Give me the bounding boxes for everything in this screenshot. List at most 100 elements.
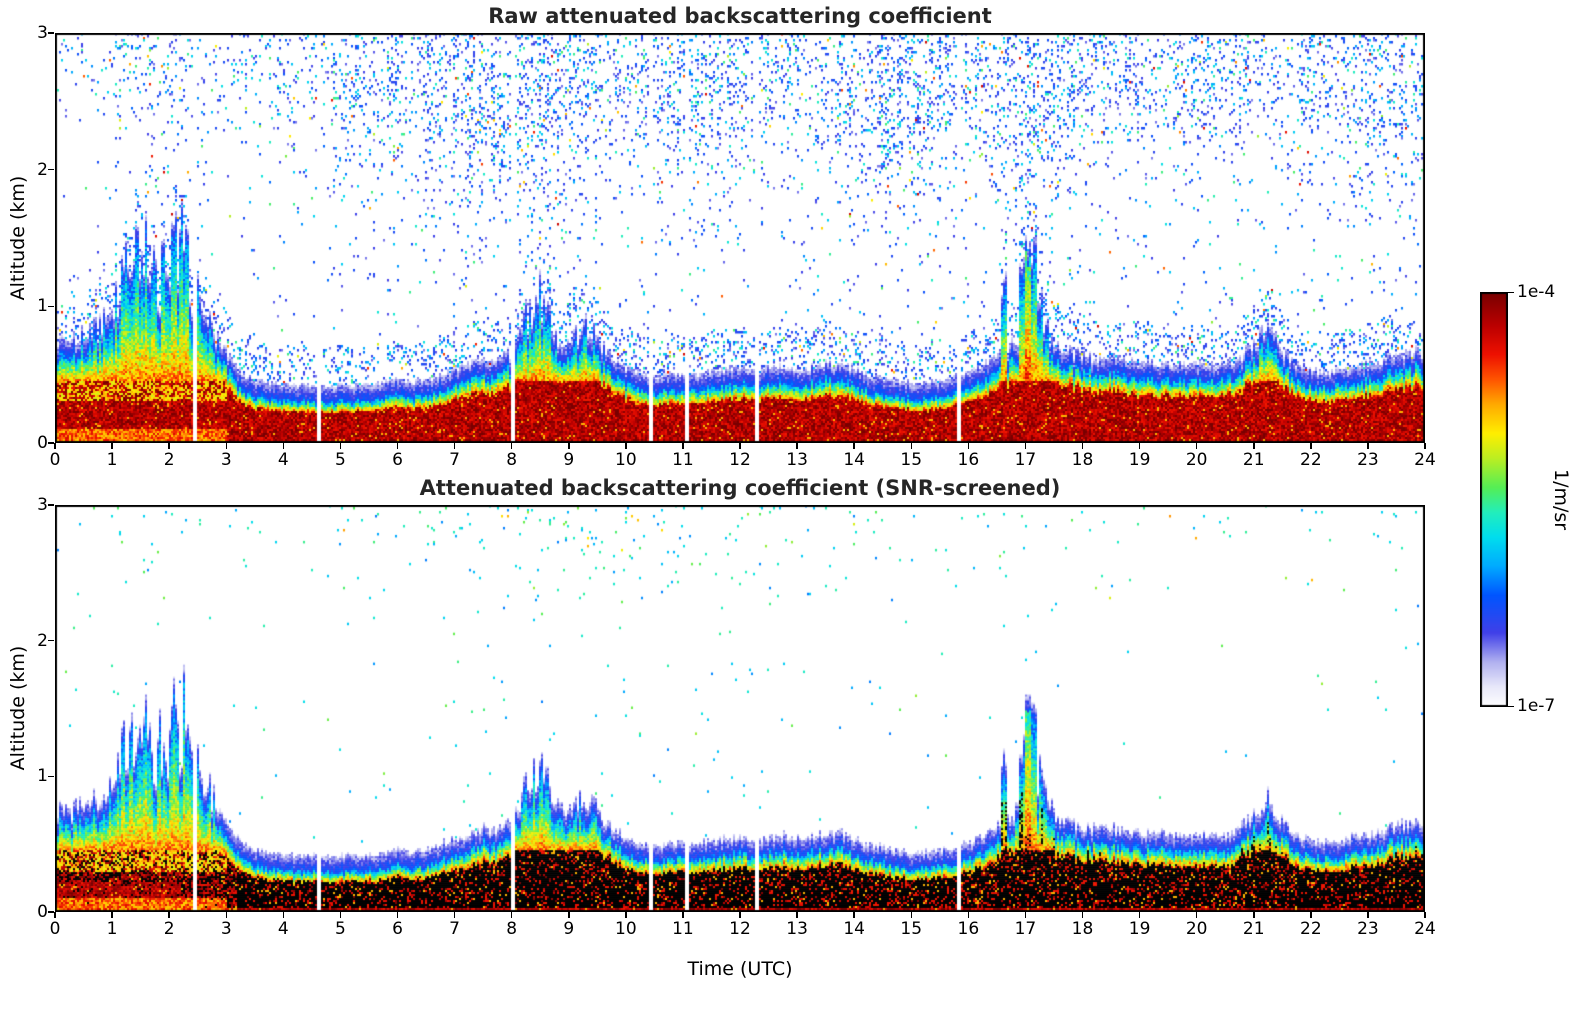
x-tick	[1138, 443, 1141, 449]
x-tick	[1195, 912, 1198, 918]
x-tick-label: 6	[392, 450, 403, 470]
y-tick-label: 0	[37, 433, 48, 453]
x-tick-label: 1	[106, 450, 118, 470]
x-tick-label: 19	[1128, 919, 1151, 939]
x-tick	[225, 912, 227, 918]
x-tick-label: 23	[1357, 919, 1379, 939]
x-tick	[1424, 443, 1426, 449]
x-tick-label: 8	[506, 450, 518, 470]
x-tick-label: 21	[1242, 450, 1265, 470]
x-tick-label: 20	[1185, 450, 1208, 470]
y-tick	[48, 32, 54, 34]
panel2-title: Attenuated backscattering coefficient (S…	[419, 476, 1061, 500]
x-tick	[910, 912, 912, 918]
x-tick-label: 11	[672, 919, 694, 939]
colorbar-min-label: 1e-7	[1517, 696, 1556, 716]
panel1-title: Raw attenuated backscattering coefficien…	[488, 4, 992, 28]
x-tick-label: 16	[957, 450, 980, 470]
x-tick-label: 6	[392, 919, 403, 939]
x-tick	[339, 912, 342, 918]
x-tick-label: 5	[334, 919, 346, 939]
x-tick	[510, 912, 513, 918]
y-tick-label: 1	[37, 766, 48, 787]
x-tick	[739, 443, 741, 449]
y-tick-label: 0	[37, 902, 48, 922]
y-tick	[48, 305, 54, 308]
x-tick-label: 7	[449, 450, 460, 470]
x-tick-label: 1	[106, 919, 118, 939]
x-tick	[339, 443, 342, 449]
x-tick	[568, 912, 570, 918]
x-tick-label: 15	[900, 450, 923, 470]
x-tick-label: 8	[506, 919, 518, 939]
x-tick-label: 9	[563, 919, 575, 939]
x-tick-label: 0	[49, 919, 61, 939]
x-tick-label: 21	[1242, 919, 1265, 939]
y-tick	[48, 775, 54, 778]
x-tick	[396, 443, 399, 449]
x-tick-label: 13	[786, 450, 808, 470]
y-tick-label: 2	[37, 630, 48, 651]
x-tick-label: 2	[163, 919, 175, 939]
x-tick-label: 18	[1071, 919, 1094, 939]
x-tick	[796, 912, 798, 918]
x-tick	[1253, 912, 1255, 918]
x-tick	[1138, 912, 1141, 918]
x-tick-label: 19	[1128, 450, 1151, 470]
x-tick-label: 18	[1071, 450, 1094, 470]
colorbar-max-tick	[1508, 291, 1514, 293]
x-tick-label: 24	[1414, 919, 1436, 939]
colorbar-min-tick	[1508, 705, 1514, 707]
x-tick-label: 9	[563, 450, 575, 470]
x-tick	[682, 443, 684, 449]
x-tick-label: 10	[615, 450, 637, 470]
x-tick	[1195, 443, 1198, 449]
x-tick	[625, 443, 627, 449]
x-tick-label: 13	[786, 919, 808, 939]
x-tick-label: 24	[1414, 450, 1436, 470]
x-tick-label: 14	[843, 450, 865, 470]
colorbar-unit-label: 1/m/sr	[1550, 469, 1572, 531]
x-tick	[625, 912, 627, 918]
x-tick-label: 14	[843, 919, 865, 939]
x-tick	[225, 443, 227, 449]
x-tick	[1310, 912, 1312, 918]
y-tick	[48, 168, 54, 171]
y-tick-label: 1	[37, 296, 48, 317]
x-tick-label: 17	[1014, 919, 1037, 939]
x-tick	[1024, 443, 1027, 449]
x-tick-label: 11	[672, 450, 694, 470]
y-tick-label: 3	[37, 23, 48, 43]
x-tick-label: 7	[449, 919, 460, 939]
panel1-heatmap	[55, 33, 1425, 443]
x-tick	[54, 443, 56, 449]
x-tick	[1081, 912, 1084, 918]
y-tick	[48, 911, 54, 913]
x-tick	[453, 912, 456, 918]
x-tick	[1081, 443, 1084, 449]
x-tick-label: 0	[49, 450, 61, 470]
x-tick	[453, 443, 456, 449]
colorbar	[1480, 292, 1508, 707]
x-tick	[967, 912, 970, 918]
x-tick-label: 23	[1357, 450, 1379, 470]
x-tick	[682, 912, 684, 918]
x-tick-label: 12	[729, 919, 751, 939]
y-tick-label: 2	[37, 159, 48, 180]
x-tick	[568, 443, 570, 449]
x-tick	[1367, 443, 1369, 449]
x-tick-label: 22	[1300, 450, 1322, 470]
colorbar-max-label: 1e-4	[1517, 282, 1556, 302]
x-tick	[910, 443, 912, 449]
x-tick	[282, 912, 285, 918]
x-tick-label: 15	[900, 919, 923, 939]
x-tick-label: 10	[615, 919, 637, 939]
x-tick-label: 3	[220, 919, 232, 939]
x-tick	[168, 912, 170, 918]
x-tick-label: 17	[1014, 450, 1037, 470]
x-tick	[796, 443, 798, 449]
x-tick-label: 4	[277, 450, 289, 470]
x-tick	[853, 443, 855, 449]
x-tick	[1253, 443, 1255, 449]
